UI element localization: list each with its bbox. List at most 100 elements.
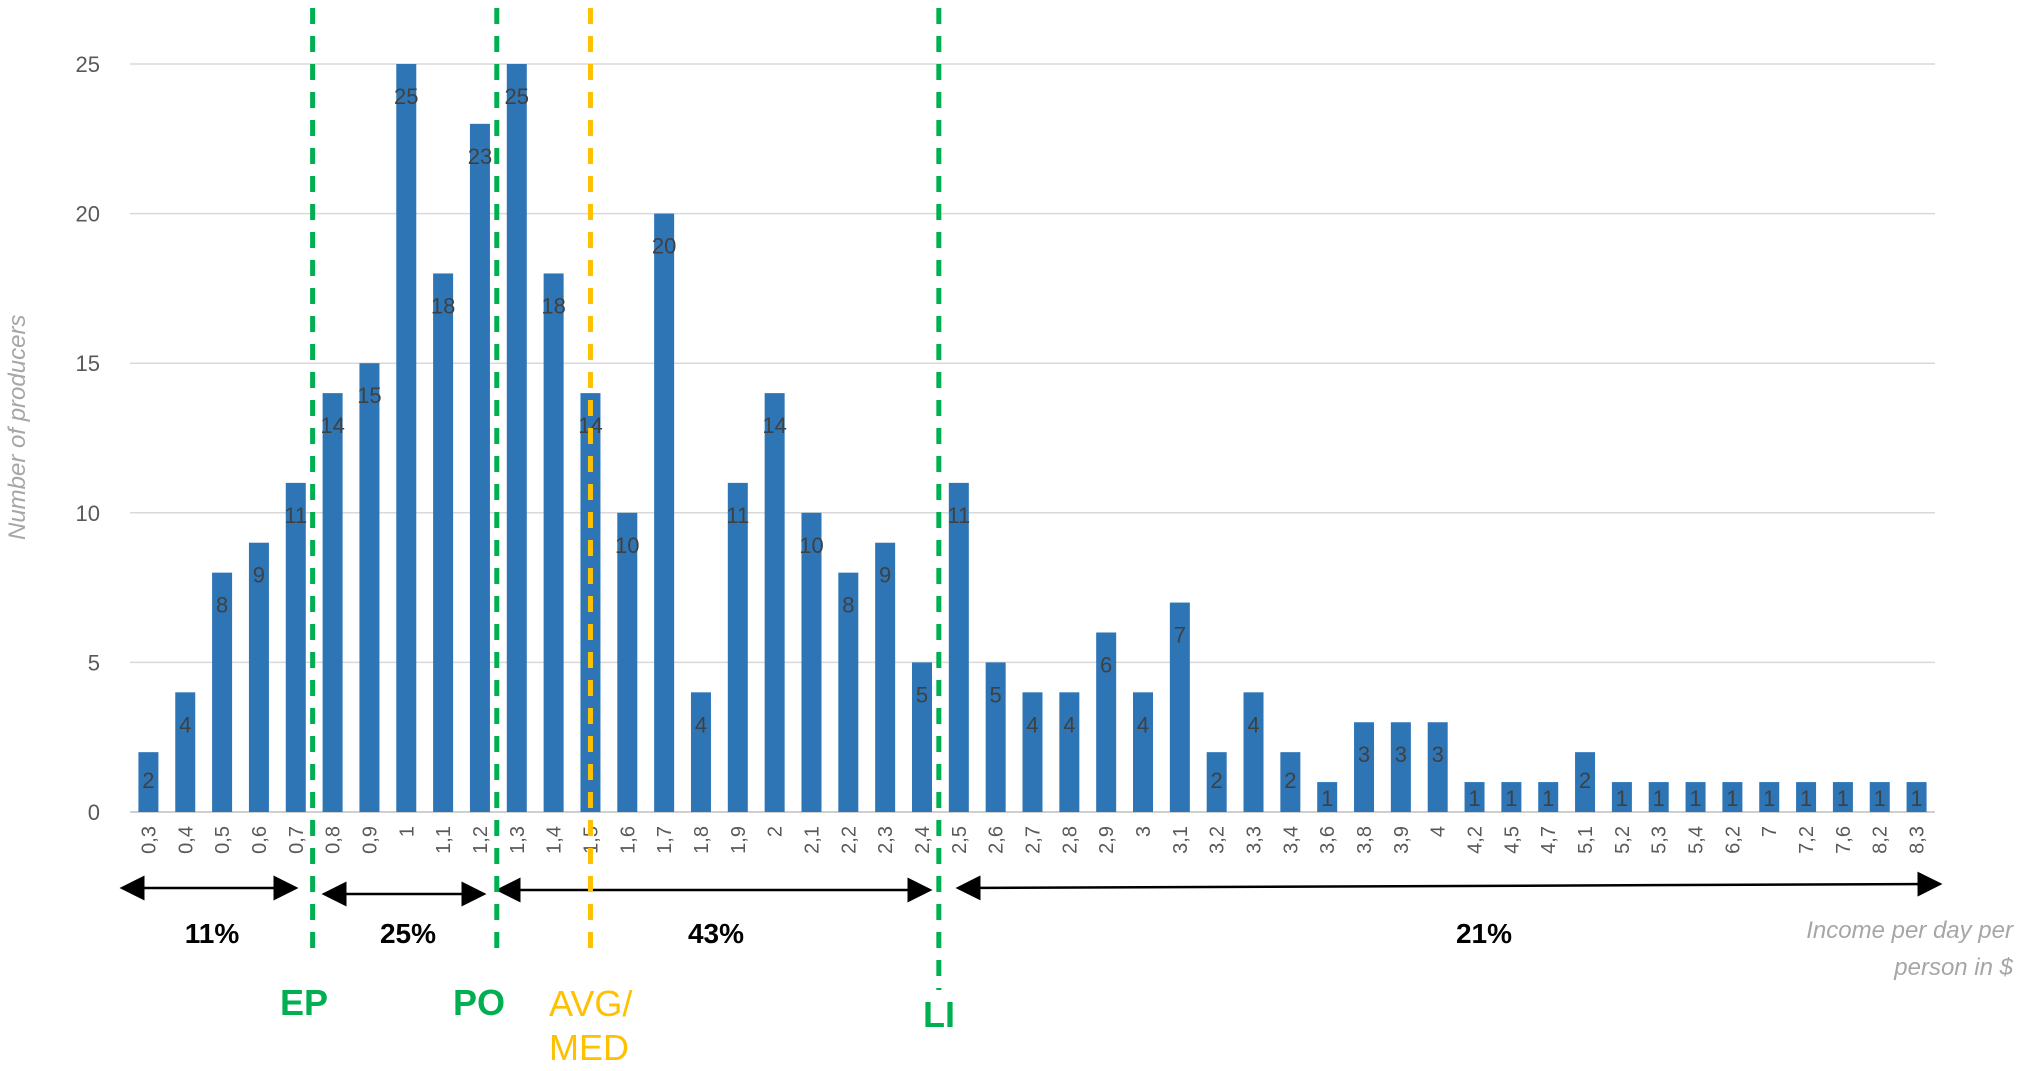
x-tick-label: 1,9 <box>728 826 750 854</box>
bar-value-label: 1 <box>1837 786 1849 811</box>
x-tick-label: 0,4 <box>175 826 197 854</box>
bar-value-label: 20 <box>652 234 676 259</box>
bar <box>1059 692 1080 812</box>
bar <box>801 512 822 812</box>
x-tick-label: 3,1 <box>1170 826 1192 854</box>
bar <box>1722 782 1743 812</box>
bar-value-label: 10 <box>615 533 639 558</box>
bar <box>911 662 932 812</box>
x-tick-label: 2,6 <box>986 826 1008 854</box>
bar <box>1538 782 1559 812</box>
y-tick-label: 25 <box>76 52 100 77</box>
bar-value-label: 7 <box>1174 623 1186 648</box>
marker-label-po: PO <box>453 982 506 1023</box>
x-tick-label: 3,3 <box>1244 826 1266 854</box>
x-tick-label: 1,6 <box>617 826 639 854</box>
bar <box>690 692 711 812</box>
x-tick-label: 5,2 <box>1612 826 1634 854</box>
bar <box>1648 782 1669 812</box>
bar <box>1759 782 1780 812</box>
x-tick-label: 3,8 <box>1354 826 1376 854</box>
bar <box>875 542 896 812</box>
bar <box>1280 752 1301 812</box>
bar <box>985 662 1006 812</box>
bar <box>1243 692 1264 812</box>
bar-value-label: 1 <box>1874 786 1886 811</box>
bar-value-label: 6 <box>1100 652 1112 677</box>
bar <box>838 572 859 812</box>
bar-value-label: 11 <box>947 503 970 528</box>
bar-value-label: 18 <box>431 293 455 318</box>
x-tick-label: 2,9 <box>1096 826 1118 854</box>
bar <box>1390 722 1411 812</box>
marker-label-avg-med: AVG/ MED <box>549 983 633 1068</box>
x-tick-label: 2,5 <box>949 826 971 854</box>
bar <box>359 363 380 812</box>
x-axis-label: Income per day per person in $ <box>1806 917 2013 981</box>
bar-value-label: 18 <box>541 293 565 318</box>
bar-value-label: 1 <box>1468 786 1480 811</box>
x-tick-label: 2,2 <box>838 826 860 854</box>
bar <box>1354 722 1375 812</box>
bar <box>1206 752 1227 812</box>
x-tick-label: 0,9 <box>359 826 381 854</box>
bar-value-label: 4 <box>1137 712 1149 737</box>
bar <box>1501 782 1522 812</box>
bar <box>1685 782 1706 812</box>
range-label-1: 11% <box>184 918 240 949</box>
x-tick-label: 3,4 <box>1280 826 1302 854</box>
bar <box>1832 782 1853 812</box>
x-tick-label: 7,2 <box>1796 826 1818 854</box>
x-tick-label: 0,5 <box>212 826 234 854</box>
bar-value-label: 14 <box>320 413 344 438</box>
bar <box>1869 782 1890 812</box>
bar-value-label: 14 <box>762 413 786 438</box>
x-tick-label: 1,8 <box>691 826 713 854</box>
bar-value-label: 4 <box>1247 712 1259 737</box>
x-tick-label: 1,2 <box>470 826 492 854</box>
x-tick-label: 0,8 <box>323 826 345 854</box>
x-tick-label: 6,2 <box>1722 826 1744 854</box>
bar-value-label: 9 <box>253 563 265 588</box>
bar <box>1575 752 1596 812</box>
x-tick-label: 1,3 <box>507 826 529 854</box>
bar <box>212 572 233 812</box>
x-tick-label: 7,6 <box>1833 826 1855 854</box>
y-tick-label: 0 <box>88 800 100 825</box>
bar-value-label: 3 <box>1432 742 1444 767</box>
y-tick-label: 10 <box>76 501 100 526</box>
bar-value-label: 15 <box>357 383 381 408</box>
x-tick-label: 7 <box>1759 826 1781 837</box>
bar <box>1022 692 1043 812</box>
x-tick-label: 3,2 <box>1207 826 1229 854</box>
bar <box>764 393 785 812</box>
x-tick-label: 3,6 <box>1317 826 1339 854</box>
x-tick-label: 2,3 <box>875 826 897 854</box>
bar-value-label: 25 <box>394 84 418 109</box>
x-tick-label: 0,3 <box>138 826 160 854</box>
bar <box>1169 602 1190 812</box>
bar-value-label: 4 <box>179 712 191 737</box>
x-tick-label: 4,7 <box>1538 826 1560 854</box>
bar-value-labels: 2489111415251823251814102041114108951154… <box>142 84 1922 811</box>
y-tick-labels: 0 5 10 15 20 25 <box>76 52 100 825</box>
bar-value-label: 4 <box>1026 712 1038 737</box>
bar <box>138 752 159 812</box>
bar <box>654 213 675 813</box>
x-tick-label: 3 <box>1133 826 1155 837</box>
bar-value-label: 11 <box>726 503 749 528</box>
x-tick-label: 2 <box>765 826 787 837</box>
x-tick-label: 2,7 <box>1023 826 1045 854</box>
y-tick-label: 5 <box>88 650 100 675</box>
x-tick-label: 4,2 <box>1465 826 1487 854</box>
x-tick-label: 1,4 <box>544 826 566 854</box>
bar <box>1427 722 1448 812</box>
x-tick-label: 8,2 <box>1870 826 1892 854</box>
bar-value-label: 8 <box>842 593 854 618</box>
bar <box>1317 782 1338 812</box>
bar <box>1464 782 1485 812</box>
bar-value-label: 1 <box>1653 786 1665 811</box>
bar-value-label: 1 <box>1726 786 1738 811</box>
x-tick-label: 4 <box>1428 826 1450 837</box>
bar-value-label: 10 <box>799 533 823 558</box>
